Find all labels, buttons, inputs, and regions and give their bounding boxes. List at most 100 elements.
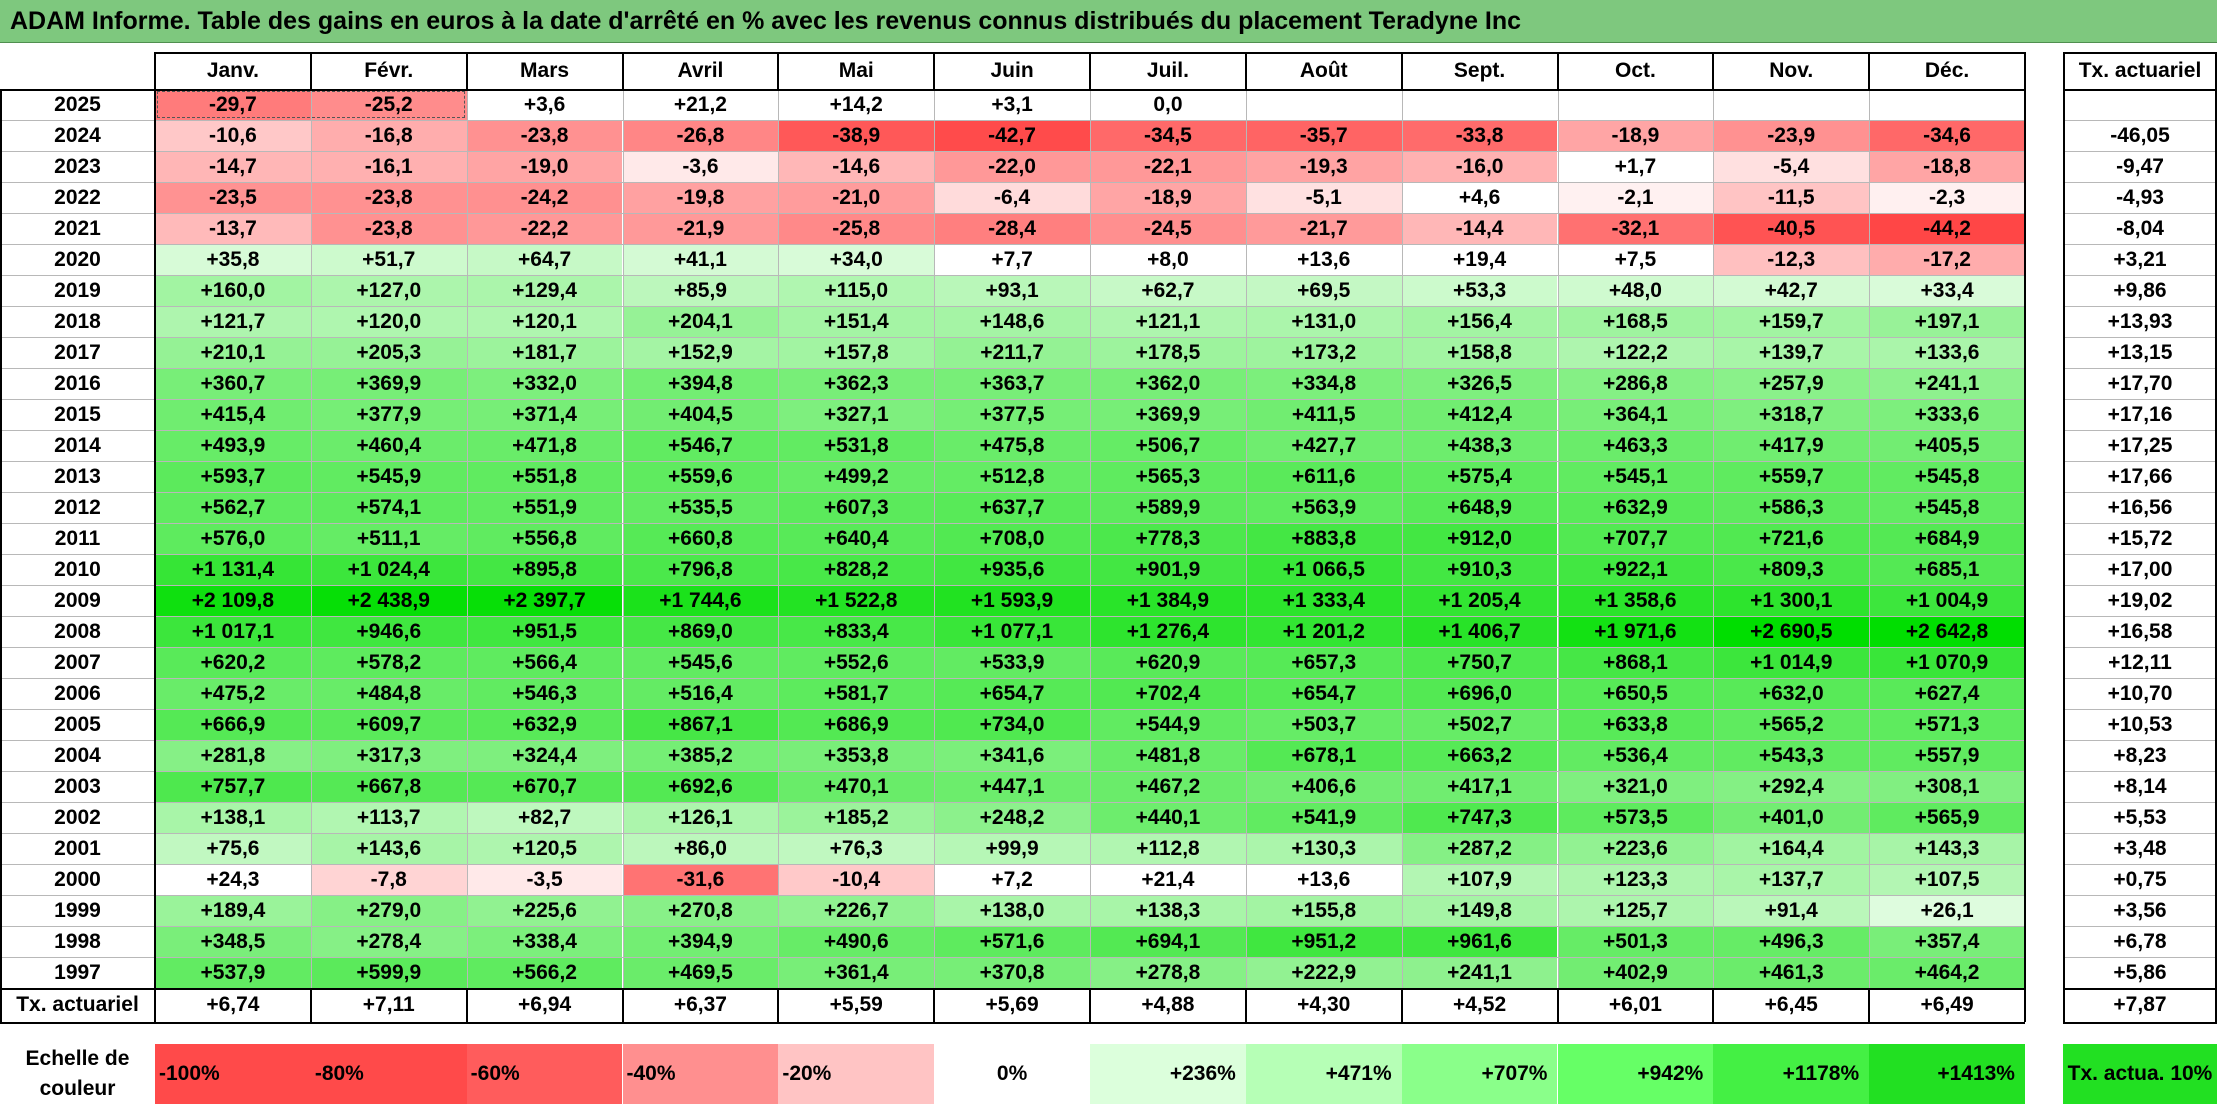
heatmap-cell-2000-12: +107,5 — [1869, 864, 2025, 895]
heatmap-cell-2012-4: +535,5 — [622, 492, 779, 523]
grid-horizontal — [2063, 833, 2217, 834]
heatmap-cell-2006-7: +702,4 — [1090, 678, 1246, 709]
heatmap-cell-2014-6: +475,8 — [934, 430, 1090, 461]
heatmap-cell-2001-2: +143,6 — [310, 833, 467, 864]
border-top — [155, 52, 2025, 54]
year-label-1997: 1997 — [0, 957, 155, 988]
grid-horizontal — [2063, 740, 2217, 741]
rate-cell-2016: +17,70 — [2063, 368, 2217, 399]
heatmap-cell-2008-4: +869,0 — [622, 616, 779, 647]
rate-cell-1999: +3,56 — [2063, 895, 2217, 926]
heatmap-cell-2010-4: +796,8 — [622, 554, 779, 585]
color-scale-step-7: +236% — [1090, 1044, 1246, 1104]
color-scale-step-10: +942% — [1557, 1044, 1714, 1104]
heatmap-cell-2010-9: +910,3 — [1401, 554, 1558, 585]
heatmap-cell-2018-11: +159,7 — [1713, 306, 1870, 337]
heatmap-cell-2001-10: +223,6 — [1557, 833, 1714, 864]
heatmap-cell-2013-2: +545,9 — [310, 461, 467, 492]
color-scale-step-8: +471% — [1245, 1044, 1402, 1104]
footer-rate-3: +6,94 — [466, 988, 623, 1022]
heatmap-cell-1998-3: +338,4 — [466, 926, 623, 957]
footer-divider — [309, 988, 312, 1022]
heatmap-cell-2003-2: +667,8 — [310, 771, 467, 802]
heatmap-cell-2020-12: -17,2 — [1869, 244, 2025, 275]
heatmap-cell-2009-11: +1 300,1 — [1713, 585, 1870, 616]
heatmap-cell-2013-8: +611,6 — [1245, 461, 1402, 492]
heatmap-cell-1999-12: +26,1 — [1869, 895, 2025, 926]
grid-horizontal — [0, 709, 2025, 710]
heatmap-cell-2018-6: +148,6 — [934, 306, 1090, 337]
rate-border-right — [2215, 52, 2217, 1022]
heatmap-cell-2021-5: -25,8 — [778, 213, 935, 244]
heatmap-cell-2002-4: +126,1 — [622, 802, 779, 833]
heatmap-cell-2016-10: +286,8 — [1557, 368, 1714, 399]
year-label-2005: 2005 — [0, 709, 155, 740]
heatmap-cell-2022-3: -24,2 — [466, 182, 623, 213]
heatmap-cell-2002-12: +565,9 — [1869, 802, 2025, 833]
grid-horizontal — [2063, 337, 2217, 338]
heatmap-cell-2003-7: +467,2 — [1090, 771, 1246, 802]
heatmap-cell-2019-5: +115,0 — [778, 275, 935, 306]
heatmap-cell-1999-10: +125,7 — [1557, 895, 1714, 926]
month-header-10: Oct. — [1557, 52, 1714, 89]
heatmap-cell-1999-11: +91,4 — [1713, 895, 1870, 926]
rate-cell-2008: +16,58 — [2063, 616, 2217, 647]
month-header-7: Juil. — [1090, 52, 1246, 89]
grid-horizontal — [2063, 678, 2217, 679]
footer-rate-7: +4,88 — [1090, 988, 1246, 1022]
heatmap-cell-2024-1: -10,6 — [155, 120, 311, 151]
heatmap-cell-2017-2: +205,3 — [310, 337, 467, 368]
heatmap-cell-2004-9: +663,2 — [1401, 740, 1558, 771]
heatmap-cell-2008-1: +1 017,1 — [155, 616, 311, 647]
heatmap-cell-2013-4: +559,6 — [622, 461, 779, 492]
year-label-2002: 2002 — [0, 802, 155, 833]
grid-horizontal — [2063, 306, 2217, 307]
grid-vertical — [466, 89, 468, 988]
rate-cell-2010: +17,00 — [2063, 554, 2217, 585]
rate-border-left — [2063, 52, 2065, 1022]
heatmap-cell-2022-4: -19,8 — [622, 182, 779, 213]
heatmap-cell-1999-8: +155,8 — [1245, 895, 1402, 926]
heatmap-cell-2004-12: +557,9 — [1869, 740, 2025, 771]
heatmap-cell-2017-7: +178,5 — [1090, 337, 1246, 368]
heatmap-cell-2023-11: -5,4 — [1713, 151, 1870, 182]
heatmap-cell-2018-2: +120,0 — [310, 306, 467, 337]
heatmap-cell-1999-7: +138,3 — [1090, 895, 1246, 926]
heatmap-cell-2001-1: +75,6 — [155, 833, 311, 864]
heatmap-cell-2000-5: -10,4 — [778, 864, 935, 895]
heatmap-cell-2015-1: +415,4 — [155, 399, 311, 430]
heatmap-cell-2001-8: +130,3 — [1245, 833, 1402, 864]
heatmap-cell-2025-6: +3,1 — [934, 89, 1090, 120]
rate-cell-2025 — [2063, 89, 2217, 120]
heatmap-cell-2006-2: +484,8 — [310, 678, 467, 709]
grid-horizontal — [0, 182, 2025, 183]
heatmap-cell-2006-1: +475,2 — [155, 678, 311, 709]
year-label-2000: 2000 — [0, 864, 155, 895]
heatmap-cell-2011-4: +660,8 — [622, 523, 779, 554]
heatmap-cell-2007-3: +566,4 — [466, 647, 623, 678]
grid-vertical — [310, 89, 312, 988]
heatmap-cell-2020-1: +35,8 — [155, 244, 311, 275]
rate-border-body-bottom — [2063, 988, 2217, 990]
heatmap-cell-2009-5: +1 522,8 — [778, 585, 935, 616]
heatmap-cell-2005-12: +571,3 — [1869, 709, 2025, 740]
heatmap-cell-2011-9: +912,0 — [1401, 523, 1558, 554]
heatmap-cell-2007-5: +552,6 — [778, 647, 935, 678]
footer-rate-6: +5,69 — [934, 988, 1090, 1022]
heatmap-cell-2023-6: -22,0 — [934, 151, 1090, 182]
heatmap-cell-2006-4: +516,4 — [622, 678, 779, 709]
footer-divider — [777, 988, 780, 1022]
month-header-1: Janv. — [155, 52, 311, 89]
heatmap-cell-2003-8: +406,6 — [1245, 771, 1402, 802]
header-divider — [1089, 52, 1091, 89]
heatmap-cell-2004-7: +481,8 — [1090, 740, 1246, 771]
heatmap-cell-2006-3: +546,3 — [466, 678, 623, 709]
heatmap-cell-2003-6: +447,1 — [934, 771, 1090, 802]
heatmap-cell-2004-1: +281,8 — [155, 740, 311, 771]
grid-horizontal — [0, 492, 2025, 493]
year-label-1998: 1998 — [0, 926, 155, 957]
heatmap-cell-2021-8: -21,7 — [1245, 213, 1402, 244]
heatmap-cell-2007-9: +750,7 — [1401, 647, 1558, 678]
heatmap-cell-2010-6: +935,6 — [934, 554, 1090, 585]
footer-rate-12: +6,49 — [1869, 988, 2025, 1022]
